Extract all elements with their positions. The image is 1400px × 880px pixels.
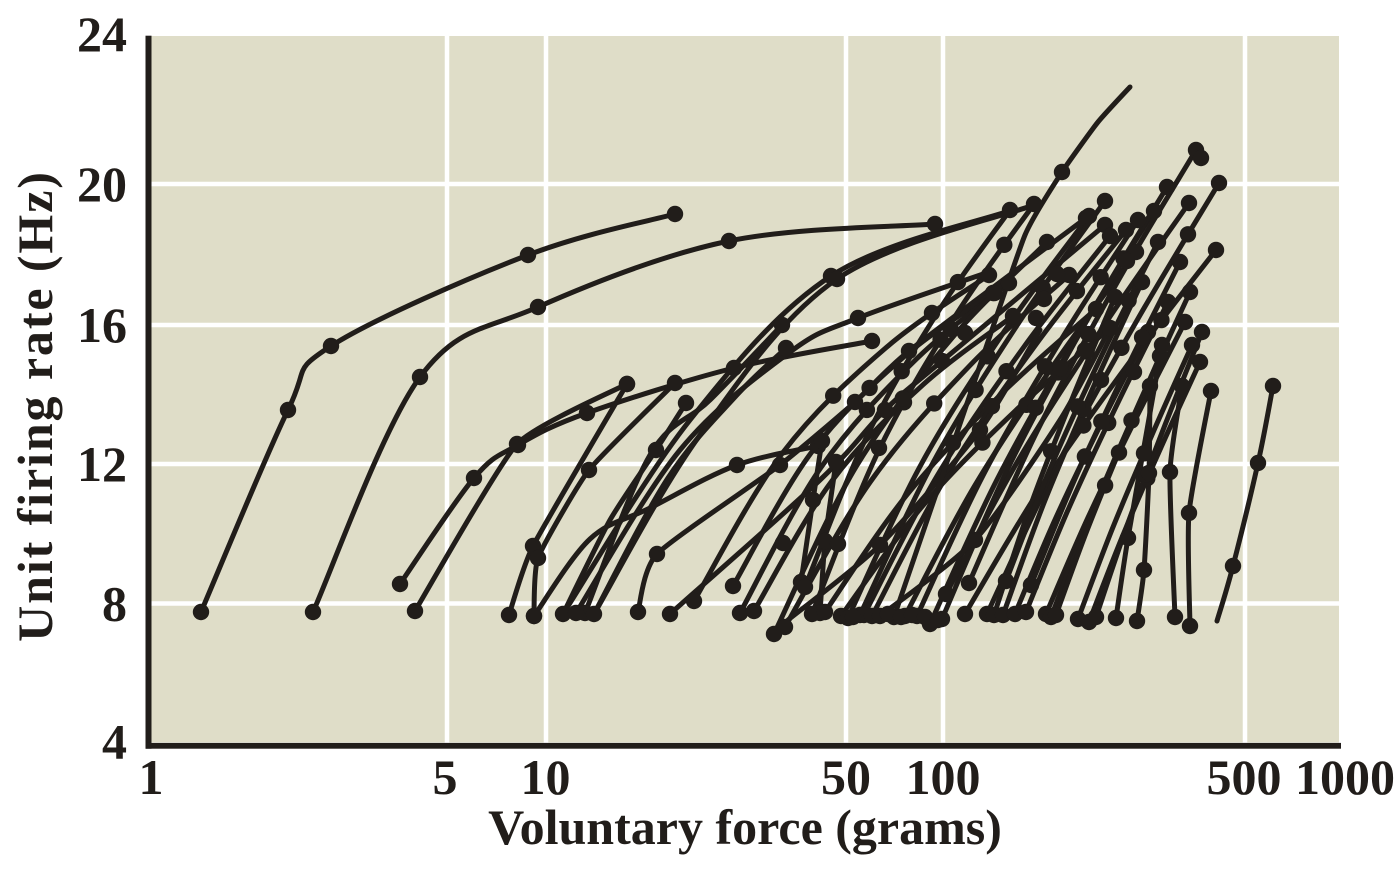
svg-text:500: 500 xyxy=(1207,749,1282,805)
svg-text:16: 16 xyxy=(77,297,127,353)
svg-text:12: 12 xyxy=(77,436,127,492)
svg-text:50: 50 xyxy=(821,749,871,805)
svg-text:1: 1 xyxy=(139,749,164,805)
svg-text:1000: 1000 xyxy=(1295,749,1395,805)
svg-text:4: 4 xyxy=(102,714,127,770)
svg-text:8: 8 xyxy=(102,576,127,632)
svg-text:5: 5 xyxy=(433,749,458,805)
svg-text:Unit firing rate (Hz): Unit firing rate (Hz) xyxy=(7,170,63,642)
svg-text:100: 100 xyxy=(906,749,981,805)
svg-text:24: 24 xyxy=(77,6,127,62)
svg-text:Voluntary force (grams): Voluntary force (grams) xyxy=(488,799,1002,855)
svg-text:20: 20 xyxy=(77,156,127,212)
svg-text:10: 10 xyxy=(521,749,571,805)
